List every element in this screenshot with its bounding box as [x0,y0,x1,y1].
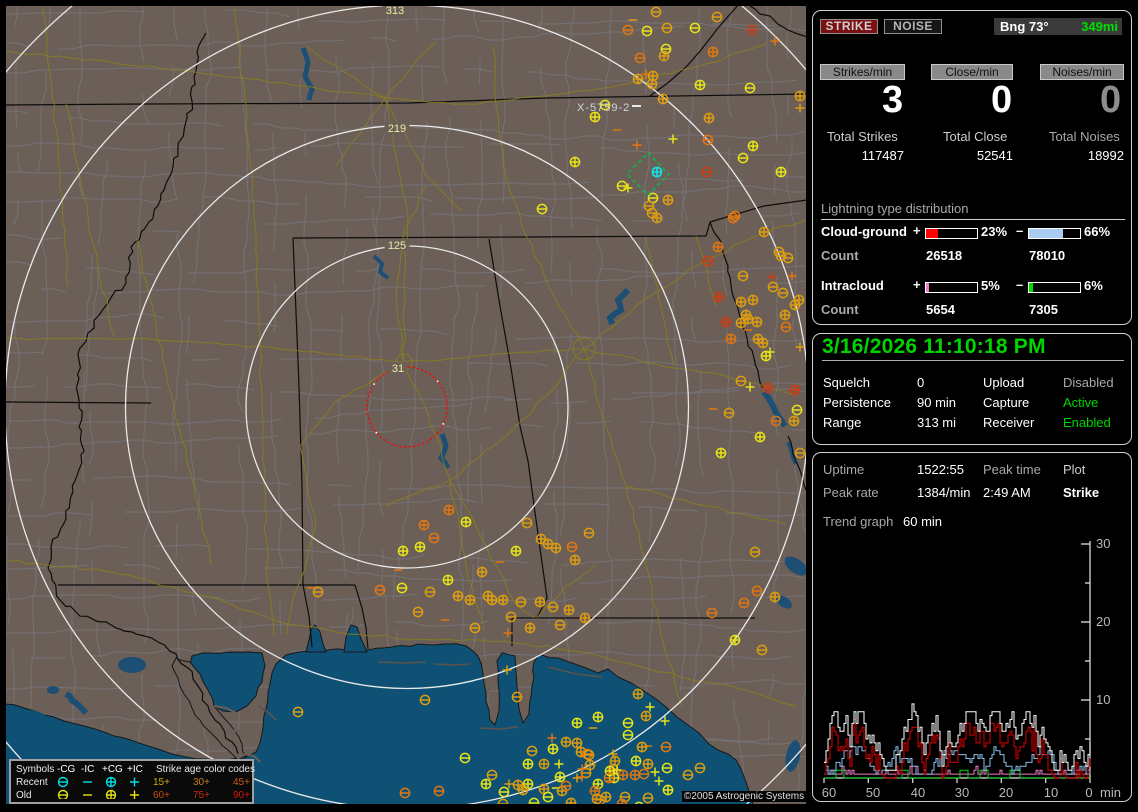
svg-text:30: 30 [1096,536,1110,551]
svg-text:min: min [1100,785,1121,800]
svg-text:0: 0 [1085,785,1092,800]
svg-text:20: 20 [999,785,1013,800]
svg-text:313: 313 [386,6,404,17]
svg-text:50: 50 [866,785,880,800]
svg-text:10: 10 [1044,785,1058,800]
svg-text:125: 125 [388,240,406,252]
svg-text:30: 30 [955,785,969,800]
svg-text:40: 40 [911,785,925,800]
svg-text:31: 31 [392,363,404,375]
svg-text:X-5759-2: X-5759-2 [577,102,630,114]
svg-text:20: 20 [1096,614,1110,629]
svg-text:219: 219 [388,123,406,135]
svg-text:60: 60 [822,785,836,800]
svg-text:10: 10 [1096,692,1110,707]
